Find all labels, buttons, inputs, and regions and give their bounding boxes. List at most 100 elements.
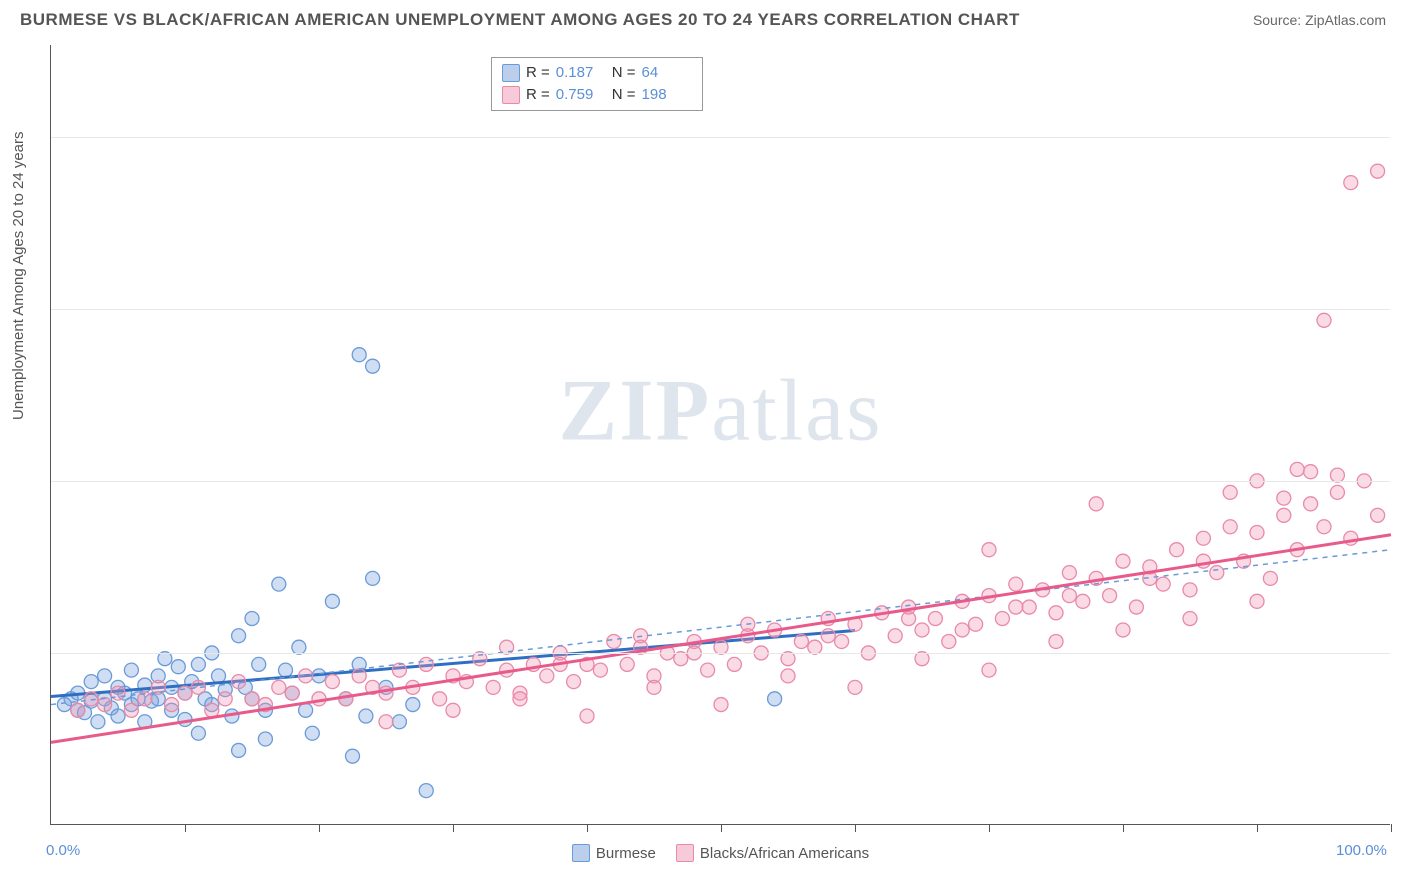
scatter-point <box>513 692 527 706</box>
scatter-point <box>540 669 554 683</box>
scatter-point <box>1089 497 1103 511</box>
scatter-point <box>1009 600 1023 614</box>
scatter-point <box>419 657 433 671</box>
scatter-point <box>982 543 996 557</box>
scatter-point <box>366 359 380 373</box>
chart-title: BURMESE VS BLACK/AFRICAN AMERICAN UNEMPL… <box>20 10 1020 30</box>
x-tick <box>185 824 186 832</box>
chart-plot-area: ZIPatlas R = 0.187 N = 64 R = 0.759 N = … <box>50 45 1390 825</box>
scatter-point <box>84 675 98 689</box>
stats-row-burmese: R = 0.187 N = 64 <box>502 62 692 84</box>
scatter-point <box>285 686 299 700</box>
scatter-point <box>593 663 607 677</box>
y-axis-label: Unemployment Among Ages 20 to 24 years <box>10 131 27 420</box>
scatter-point <box>299 703 313 717</box>
scatter-point <box>1183 583 1197 597</box>
scatter-point <box>607 634 621 648</box>
scatter-point <box>1129 600 1143 614</box>
scatter-point <box>191 726 205 740</box>
scatter-point <box>915 623 929 637</box>
scatter-point <box>359 709 373 723</box>
x-tick <box>721 824 722 832</box>
scatter-point <box>1277 491 1291 505</box>
scatter-point <box>98 669 112 683</box>
scatter-point <box>888 629 902 643</box>
scatter-point <box>714 698 728 712</box>
scatter-point <box>124 663 138 677</box>
scatter-point <box>165 698 179 712</box>
scatter-point <box>1116 554 1130 568</box>
scatter-point <box>1263 571 1277 585</box>
scatter-point <box>835 634 849 648</box>
x-tick <box>855 824 856 832</box>
gridline <box>51 481 1390 482</box>
x-tick <box>319 824 320 832</box>
scatter-point <box>1196 531 1210 545</box>
scatter-point <box>352 348 366 362</box>
x-tick <box>453 824 454 832</box>
scatter-point <box>71 703 85 717</box>
scatter-point <box>1304 465 1318 479</box>
scatter-point <box>1062 589 1076 603</box>
scatter-point <box>982 663 996 677</box>
legend-item-burmese: Burmese <box>572 844 656 862</box>
scatter-point <box>1183 612 1197 626</box>
scatter-point <box>1116 623 1130 637</box>
scatter-point <box>446 703 460 717</box>
legend-bottom: Burmese Blacks/African Americans <box>51 844 1390 862</box>
scatter-point <box>84 692 98 706</box>
scatter-point <box>178 686 192 700</box>
x-tick <box>1123 824 1124 832</box>
scatter-point <box>252 657 266 671</box>
scatter-point <box>928 612 942 626</box>
scatter-point <box>346 749 360 763</box>
scatter-point <box>848 680 862 694</box>
scatter-point <box>392 715 406 729</box>
gridline <box>51 653 1390 654</box>
scatter-point <box>567 675 581 689</box>
scatter-point <box>1076 594 1090 608</box>
gridline <box>51 137 1390 138</box>
scatter-point <box>171 660 185 674</box>
scatter-point <box>305 726 319 740</box>
scatter-point <box>1277 508 1291 522</box>
scatter-point <box>258 732 272 746</box>
x-tick-label: 100.0% <box>1336 842 1387 859</box>
scatter-point <box>902 612 916 626</box>
legend-label: Blacks/African Americans <box>700 845 869 862</box>
swatch-icon <box>502 86 520 104</box>
scatter-point <box>205 703 219 717</box>
legend-label: Burmese <box>596 845 656 862</box>
scatter-point <box>995 612 1009 626</box>
scatter-point <box>1062 566 1076 580</box>
scatter-point <box>98 698 112 712</box>
scatter-plot-svg <box>51 45 1390 824</box>
scatter-point <box>1049 606 1063 620</box>
scatter-point <box>111 709 125 723</box>
scatter-point <box>272 680 286 694</box>
scatter-point <box>647 680 661 694</box>
scatter-point <box>1170 543 1184 557</box>
x-tick-label: 0.0% <box>46 842 80 859</box>
scatter-point <box>821 629 835 643</box>
scatter-point <box>1330 485 1344 499</box>
stats-row-black: R = 0.759 N = 198 <box>502 84 692 106</box>
scatter-point <box>701 663 715 677</box>
scatter-point <box>1317 520 1331 534</box>
x-tick <box>989 824 990 832</box>
scatter-point <box>1156 577 1170 591</box>
scatter-point <box>1009 577 1023 591</box>
scatter-point <box>1371 164 1385 178</box>
x-tick <box>587 824 588 832</box>
scatter-point <box>191 657 205 671</box>
scatter-point <box>1317 313 1331 327</box>
scatter-point <box>486 680 500 694</box>
scatter-point <box>794 634 808 648</box>
scatter-point <box>620 657 634 671</box>
swatch-icon <box>676 844 694 862</box>
scatter-point <box>218 692 232 706</box>
scatter-point <box>419 784 433 798</box>
scatter-point <box>245 692 259 706</box>
scatter-point <box>1250 594 1264 608</box>
scatter-point <box>232 629 246 643</box>
